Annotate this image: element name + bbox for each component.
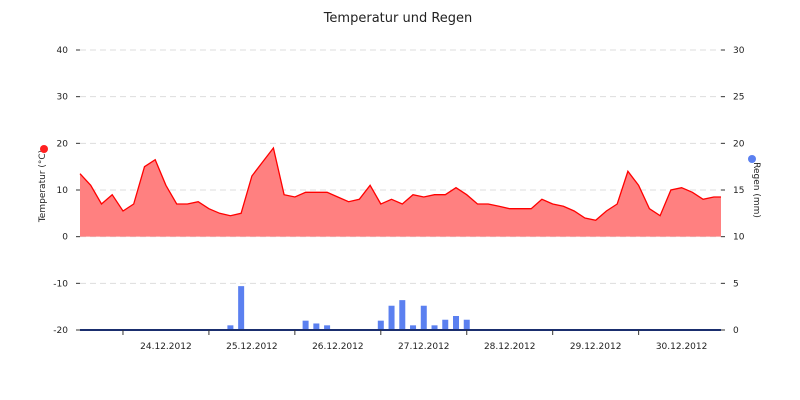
temperature-line: [79, 146, 721, 222]
rain-bar: [431, 325, 438, 330]
right-tick-label: 25: [733, 93, 744, 103]
right-tick-label: 20: [733, 139, 745, 149]
right-tick-label: 0: [733, 326, 739, 336]
rain-bar: [238, 286, 245, 330]
rain-legend-marker: [748, 155, 756, 163]
x-tick-labels: 24.12.2012 25.12.2012 26.12.2012 27.12.2012…: [140, 342, 707, 352]
x-tick-label: 24.12.2012: [140, 342, 192, 352]
left-axis-title: Temperatur (°C): [38, 150, 48, 223]
x-tick-label: 27.12.2012: [398, 342, 450, 352]
rain-bar: [388, 305, 395, 330]
x-tick-label: 29.12.2012: [570, 342, 622, 352]
x-tick-label: 26.12.2012: [312, 342, 364, 352]
right-tick-labels: 0 5 10 15 20 25 30: [733, 46, 745, 336]
rain-bar: [463, 319, 470, 330]
right-tick-label: 30: [733, 46, 745, 56]
left-tick-label: 0: [62, 233, 68, 243]
axis-layer: [76, 49, 725, 335]
rain-bar: [324, 325, 331, 330]
rain-bar: [410, 325, 417, 330]
x-tick-label: 28.12.2012: [484, 342, 536, 352]
left-tick-label: -10: [53, 279, 68, 289]
right-tick-label: 15: [733, 186, 744, 196]
rain-bar: [442, 319, 449, 330]
rain-bar: [227, 325, 234, 330]
bar-layer: [227, 286, 470, 330]
right-axis-title: Regen (mm): [751, 162, 761, 218]
rain-bar: [313, 323, 320, 330]
left-tick-labels: -20 -10 0 10 20 30 40: [53, 46, 68, 336]
left-tick-label: 40: [57, 46, 69, 56]
area-layer: [79, 146, 721, 237]
rain-bar: [302, 320, 309, 330]
rain-bar: [453, 316, 460, 330]
left-tick-label: 20: [57, 139, 69, 149]
left-tick-label: 10: [57, 186, 69, 196]
rain-bar: [399, 300, 406, 330]
grid-layer: [80, 49, 721, 284]
rain-bar: [420, 305, 427, 330]
x-tick-label: 25.12.2012: [226, 342, 278, 352]
x-tick-label: 30.12.2012: [656, 342, 708, 352]
chart-title: Temperatur und Regen: [323, 11, 473, 26]
right-tick-label: 5: [733, 279, 739, 289]
temperature-area: [80, 148, 721, 237]
left-tick-label: 30: [57, 93, 69, 103]
temperature-legend-marker: [40, 145, 48, 153]
rain-bar: [377, 320, 384, 330]
left-tick-label: -20: [53, 326, 68, 336]
right-tick-label: 10: [733, 233, 745, 243]
